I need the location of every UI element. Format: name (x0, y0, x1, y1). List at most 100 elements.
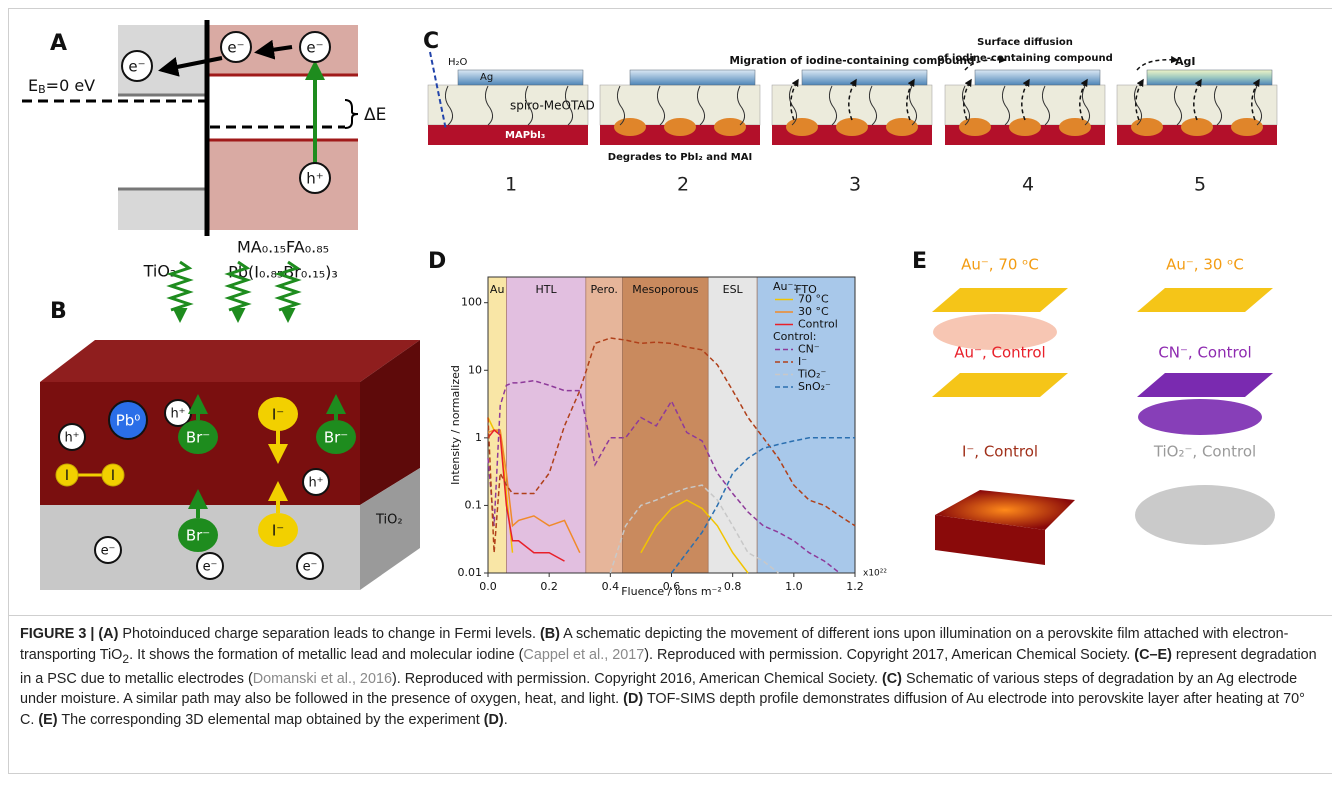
map-cloud (1135, 485, 1275, 545)
caption-text: (B) (540, 626, 560, 642)
legend-label: SnO₂⁻ (798, 380, 831, 393)
pbi2 (1231, 118, 1263, 136)
caption-text: Photoinduced charge separation leads to … (118, 626, 540, 642)
label: of iodine-containing compound (937, 53, 1112, 64)
label: h⁺ (170, 407, 185, 422)
energy-label: EB=0 eV (28, 76, 95, 97)
label: h⁺ (306, 170, 323, 188)
axis-multiplier: x10²² (863, 569, 887, 579)
label: TiO₂ (143, 262, 177, 281)
caption-text: (C) (882, 671, 902, 687)
electrode (458, 70, 583, 85)
band (118, 190, 205, 230)
y-tick-label: 0.01 (458, 566, 483, 579)
label: AgI (1175, 55, 1195, 68)
map-top (932, 373, 1068, 397)
panel-label: C (423, 29, 439, 54)
label: I (111, 468, 115, 484)
layer-region (488, 277, 506, 573)
caption-text: (D) (484, 712, 504, 728)
caption-text: ). Reproduced with permission. Copyright… (392, 671, 882, 687)
caption-text: . It shows the formation of metallic lea… (129, 647, 523, 663)
legend-label: I⁻ (798, 355, 807, 368)
label: Br⁻ (186, 429, 210, 447)
x-tick-label: 1.0 (785, 580, 803, 593)
diffusion (1137, 60, 1177, 70)
x-tick-label: 0.2 (540, 580, 558, 593)
label: e⁻ (101, 544, 116, 559)
label: Br⁻ (186, 527, 210, 545)
x-tick-label: 1.2 (846, 580, 864, 593)
region-label: Au (490, 283, 505, 296)
region-label: HTL (536, 283, 558, 296)
label: 4 (1022, 174, 1034, 196)
label: MA₀.₁₅FA₀.₈₅ (237, 238, 329, 257)
caption-text: (E) (38, 712, 57, 728)
panel-label: B (50, 299, 67, 324)
region-label: ESL (723, 283, 744, 296)
label: Br⁻ (324, 429, 348, 447)
pbi2 (714, 118, 746, 136)
y-tick-label: 1 (475, 431, 482, 444)
map-label: Au⁻, Control (954, 344, 1045, 362)
map-top (1137, 373, 1273, 397)
label: TiO₂ (375, 513, 403, 528)
label: 3 (849, 174, 861, 196)
layer-region (708, 277, 757, 573)
region-label: Pero. (591, 283, 618, 296)
electrode (975, 70, 1100, 85)
label: h⁺ (64, 431, 79, 446)
label: e⁻ (303, 560, 318, 575)
y-tick-label: 10 (468, 363, 482, 376)
citation[interactable]: Domanski et al., 2016 (253, 671, 392, 687)
caption-text: . (504, 712, 508, 728)
electrode (1147, 70, 1272, 85)
label: H₂O (448, 57, 468, 68)
map-top (932, 288, 1068, 312)
caption-separator (8, 615, 1332, 616)
legend-label: CN⁻ (798, 343, 820, 356)
caption-text: FIGURE 3 | (A) (20, 626, 118, 642)
pbi2 (886, 118, 918, 136)
label: Ag (480, 72, 493, 83)
map-label: I⁻, Control (962, 443, 1038, 461)
label: I⁻ (272, 522, 284, 540)
citation[interactable]: Cappel et al., 2017 (523, 647, 644, 663)
label: E (28, 76, 38, 95)
caption-text: (C–E) (1134, 647, 1172, 663)
layer-region (586, 277, 623, 573)
pbi2 (664, 118, 696, 136)
pbi2 (959, 118, 991, 136)
label: I⁻ (272, 406, 284, 424)
label: e⁻ (306, 39, 323, 57)
pbi2 (836, 118, 868, 136)
layer-region (623, 277, 709, 573)
page: {"panel_a": {"label": "A", "circles": ["… (0, 0, 1342, 789)
map-label: Au⁻, 30 ᵒC (1166, 256, 1244, 274)
label: Degrades to PbI₂ and MAI (608, 152, 752, 163)
panel-label: D (428, 249, 446, 274)
label: e⁻ (227, 39, 244, 57)
map-top (1137, 288, 1273, 312)
label: Pb⁰ (116, 412, 141, 430)
pbi2 (1059, 118, 1091, 136)
pbi2 (1131, 118, 1163, 136)
x-tick-label: 0.8 (724, 580, 742, 593)
electrode (630, 70, 755, 85)
label: h⁺ (308, 476, 323, 491)
label: e⁻ (203, 560, 218, 575)
panel-label: A (50, 31, 67, 56)
band (208, 140, 358, 230)
caption-text: The corresponding 3D elemental map obtai… (58, 712, 484, 728)
legend-label: Control (798, 318, 838, 331)
label: I (65, 468, 69, 484)
y-tick-label: 0.1 (465, 498, 483, 511)
label: e⁻ (128, 58, 145, 76)
y-tick-label: 100 (461, 296, 482, 309)
bracket (345, 100, 358, 128)
electrode (802, 70, 927, 85)
panel-label: E (912, 249, 927, 274)
map-label: CN⁻, Control (1158, 344, 1251, 362)
legend-header: Au⁻: (773, 280, 797, 293)
